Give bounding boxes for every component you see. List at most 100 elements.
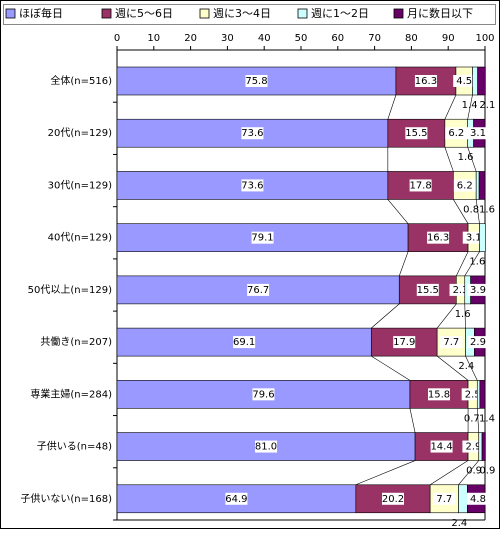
y-tick-label: 30代(n=129) [48,179,112,191]
data-label: 6.2 [457,180,473,191]
data-label: 16.3 [427,233,449,244]
legend-label: 月に数日以下 [407,7,473,20]
connector [464,303,466,329]
connector [436,303,457,329]
data-label: 2.9 [470,337,486,348]
connector [371,355,411,381]
label-bg [445,127,468,140]
legend-swatch [393,8,404,19]
data-label: 75.8 [245,76,267,87]
connector [371,303,400,329]
legend-swatch [5,8,16,19]
data-label: 14.4 [430,442,452,453]
bar-segment [478,171,486,200]
label-bg [255,440,278,453]
legend-label: 週に3～4日 [213,7,271,20]
data-label: 1.4 [479,413,495,424]
y-tick-label: 全体(n=516) [50,74,112,87]
data-label: 3.1 [466,233,482,244]
connector [458,460,479,485]
x-tick-label: 30 [221,33,234,44]
connector [444,94,457,120]
y-tick-label: 50代以上(n=129) [28,284,112,296]
connector [464,251,480,277]
data-label: 73.6 [241,180,263,191]
x-tick-label: 80 [405,33,418,44]
label-bg [428,388,450,401]
data-label: 73.6 [241,128,263,139]
data-label: 0.9 [466,466,482,477]
data-label: 81.0 [255,442,277,453]
bar-segment [458,484,468,514]
label-bg [409,179,432,192]
label-bg [433,492,456,505]
data-label: 0.7 [464,413,480,424]
data-label: 7.7 [443,337,459,348]
connector [475,199,480,224]
x-tick-label: 70 [368,33,381,44]
data-label: 17.8 [409,180,431,191]
label-bg [247,283,270,296]
label-bg [440,336,463,349]
y-tick-label: 40代(n=129) [48,232,112,244]
label-bg [414,75,437,87]
data-label: 64.9 [225,494,247,505]
bar-segment [475,171,480,200]
data-label: 69.1 [233,337,255,348]
data-label: 2.1 [479,100,495,111]
connector [456,251,469,277]
data-label: 1.6 [469,257,485,268]
label-bg [233,336,256,349]
data-label: 76.7 [247,285,269,296]
x-tick-label: 50 [295,33,308,44]
bar-segment [476,380,481,409]
connector [387,94,397,120]
connector [398,251,409,276]
data-label: 2.9 [465,442,481,453]
data-label: 16.3 [415,76,437,87]
label-bg [453,179,476,192]
y-tick-label: 20代(n=129) [48,127,112,139]
label-bg [393,336,416,349]
data-label: 2.3 [453,285,469,296]
x-tick-label: 40 [258,33,271,44]
y-tick-label: 子供いる(n=48) [37,440,112,453]
connector [355,460,416,486]
bar-segment [481,432,486,461]
legend-swatch [297,8,308,19]
label-bg [467,492,489,505]
x-tick-label: 60 [331,33,344,44]
data-label: 15.8 [428,389,450,400]
bar-segment [116,171,389,200]
data-label: 2.4 [451,518,467,529]
data-label: 0.8 [463,204,479,215]
label-bg [430,440,453,453]
label-bg [467,127,489,140]
data-label: 2.4 [458,361,474,372]
data-label: 3.9 [470,285,486,296]
data-label: 6.2 [448,128,464,139]
bar-segment [478,432,483,461]
data-label: 79.6 [252,389,274,400]
data-label: 1.4 [462,100,478,111]
label-bg [251,231,274,244]
label-bg [453,75,476,87]
label-bg [241,127,264,140]
label-bg [467,283,489,296]
data-label: 0.9 [479,466,495,477]
legend-frame [3,4,496,25]
connector [467,147,477,172]
connector [436,355,469,381]
bar-segment [479,380,486,409]
x-tick-label: 100 [475,33,494,44]
data-label: 7.7 [436,494,452,505]
data-label: 20.2 [382,494,404,505]
bar-segment [387,118,446,148]
connector [387,199,409,224]
label-bg [382,492,404,505]
x-tick-label: 10 [147,33,160,44]
connector [444,147,454,172]
data-label: 4.5 [456,76,472,87]
x-tick-label: 0 [114,33,120,44]
connector [467,94,473,120]
